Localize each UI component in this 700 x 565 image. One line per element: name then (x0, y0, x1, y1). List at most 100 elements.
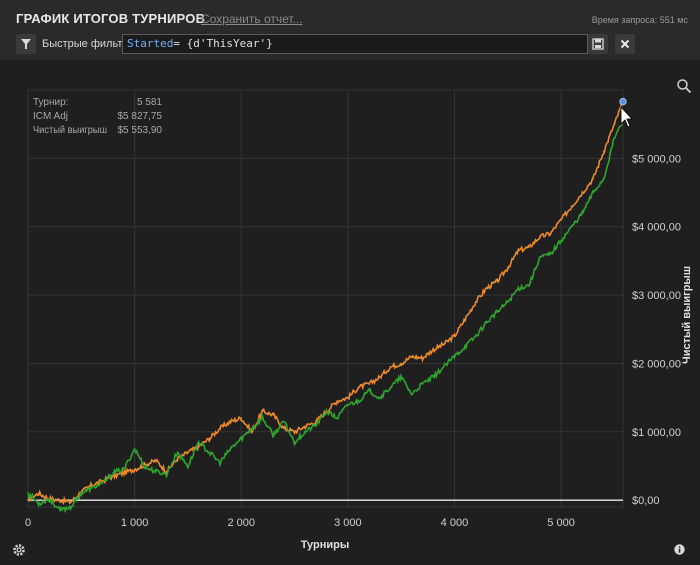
filter-icon (21, 39, 31, 49)
icm-point (474, 301, 477, 303)
net-point (549, 253, 552, 256)
x-axis-label: Турниры (301, 539, 350, 551)
net-point (304, 430, 307, 433)
net-point (112, 471, 115, 474)
net-point (410, 393, 413, 396)
mouse-cursor (620, 105, 633, 128)
net-point (208, 451, 211, 454)
icm-point (346, 396, 349, 399)
net-point (581, 212, 584, 214)
net-point (155, 470, 157, 473)
page-title: ГРАФИК ИТОГОВ ТУРНИРОВ (16, 11, 206, 26)
net-point (496, 311, 498, 314)
readout-tournaments-label: Турнир: (33, 97, 68, 108)
icm-point (112, 475, 115, 478)
icm-point (144, 463, 147, 466)
filter-expression-rest: = {d'ThisYear'} (173, 37, 273, 50)
net-point (315, 424, 317, 426)
icm-point (421, 357, 424, 359)
clear-filter-button[interactable] (615, 34, 635, 54)
icm-point (197, 445, 200, 448)
zoom-icon[interactable] (676, 78, 692, 94)
icm-point (453, 335, 456, 337)
icm-point (602, 150, 605, 153)
net-point (187, 465, 189, 467)
readout-icm-label: ICM Adj (33, 111, 68, 122)
icm-point (570, 205, 573, 208)
icm-point (592, 178, 594, 180)
icm-point (336, 400, 339, 402)
icm-point (613, 123, 616, 126)
icm-point (378, 376, 381, 378)
x-axis-ticks: 0 1 000 2 000 3 000 4 000 5 000 (25, 517, 575, 529)
net-point (48, 497, 51, 500)
net-point (59, 509, 61, 512)
net-point (400, 376, 402, 378)
icm-point (464, 318, 466, 320)
net-point (485, 321, 488, 324)
icm-point (560, 219, 562, 221)
icm-point (123, 471, 125, 474)
chart-grid (27, 89, 624, 508)
y-axis-ticks: $0,00 $1 000,00 $2 000,00 $3 000,00 $4 000,0… (632, 153, 681, 507)
net-point (91, 487, 93, 489)
gear-icon[interactable] (12, 543, 26, 557)
icm-point (59, 499, 61, 502)
net-point (272, 434, 275, 437)
net-won-line (27, 119, 624, 514)
x-tick-label: 5 000 (547, 517, 575, 529)
y-tick-label: $0,00 (632, 495, 660, 507)
quick-filter-label: Быстрые фильтры (42, 38, 132, 50)
icm-point (69, 501, 72, 504)
hover-marker (619, 97, 627, 106)
net-point (570, 225, 573, 228)
readout-icm-value: $5 827,75 (118, 111, 163, 122)
info-icon[interactable] (674, 544, 685, 555)
icm-point (219, 427, 221, 430)
icm-point (400, 362, 402, 365)
chart-panel (0, 60, 700, 565)
net-point (144, 466, 147, 469)
filter-keyword: Started (127, 37, 174, 50)
report-header: ГРАФИК ИТОГОВ ТУРНИРОВ Сохранить отчет..… (0, 0, 700, 30)
icm-point (80, 491, 83, 493)
icm-point (101, 480, 104, 482)
y-tick-label: $1 000,00 (632, 427, 681, 439)
net-point (325, 410, 328, 413)
filter-button[interactable] (16, 34, 36, 54)
net-point (346, 403, 349, 406)
icm-point (410, 355, 413, 358)
icm-point (27, 498, 29, 501)
readout-tournaments-value: 5 581 (137, 97, 162, 108)
net-point (101, 482, 104, 484)
net-point (613, 137, 616, 139)
net-point (517, 287, 520, 290)
icm-point (283, 427, 285, 430)
net-point (421, 383, 424, 385)
net-point (37, 502, 40, 505)
net-point (176, 451, 179, 454)
x-tick-label: 3 000 (334, 517, 362, 529)
save-icon (592, 38, 604, 50)
x-tick-label: 4 000 (441, 517, 469, 529)
net-point (432, 376, 434, 378)
net-point (474, 335, 477, 337)
icm-adj-line (27, 100, 624, 506)
icm-point (261, 410, 264, 413)
icm-point (165, 470, 168, 473)
icm-point (442, 343, 445, 346)
filter-expression-input[interactable]: Started= {d'ThisYear'} (122, 34, 588, 54)
net-point (197, 441, 200, 443)
save-report-link[interactable]: Сохранить отчет... (201, 12, 303, 26)
net-point (378, 396, 381, 399)
net-point (261, 417, 264, 419)
save-filter-button[interactable] (588, 34, 608, 54)
net-point (123, 468, 125, 471)
icm-point (496, 280, 498, 283)
net-point (69, 506, 72, 508)
net-point (165, 473, 168, 476)
net-point (506, 301, 509, 303)
series-points (27, 97, 627, 512)
net-point (538, 256, 541, 259)
net-point (528, 283, 530, 286)
